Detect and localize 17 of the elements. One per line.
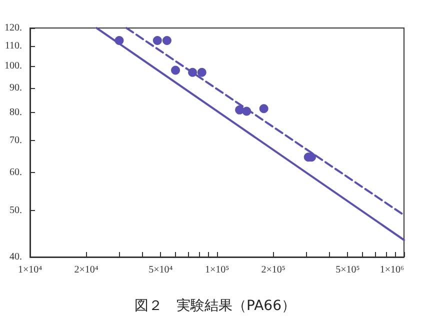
y-tick-label: 80. [10, 107, 22, 118]
y-tick-label: 120. [4, 22, 22, 34]
y-tick-label: 100. [4, 60, 22, 72]
x-tick-label: 1×10⁵ [204, 264, 230, 276]
x-tick-label: 2×10⁵ [261, 264, 286, 276]
x-tick-label: 2×10⁴ [74, 264, 99, 276]
y-tick-label: 70. [10, 134, 22, 146]
y-tick-label: 90. [10, 82, 22, 94]
text: 図２ 実験結果（PA66） [134, 298, 296, 314]
y-tick-label: 60. [10, 166, 22, 178]
y-tick-label: 50. [10, 204, 22, 216]
x-tick-label: 1×10⁴ [18, 264, 43, 276]
x-tick-label: 5×10⁵ [336, 264, 360, 276]
y-tick-label: 40. [10, 252, 22, 262]
x-tick-label: 5×10⁴ [148, 264, 174, 276]
y-tick-label: 110. [4, 40, 22, 52]
x-tick-label: 1×10⁶ [380, 264, 404, 276]
